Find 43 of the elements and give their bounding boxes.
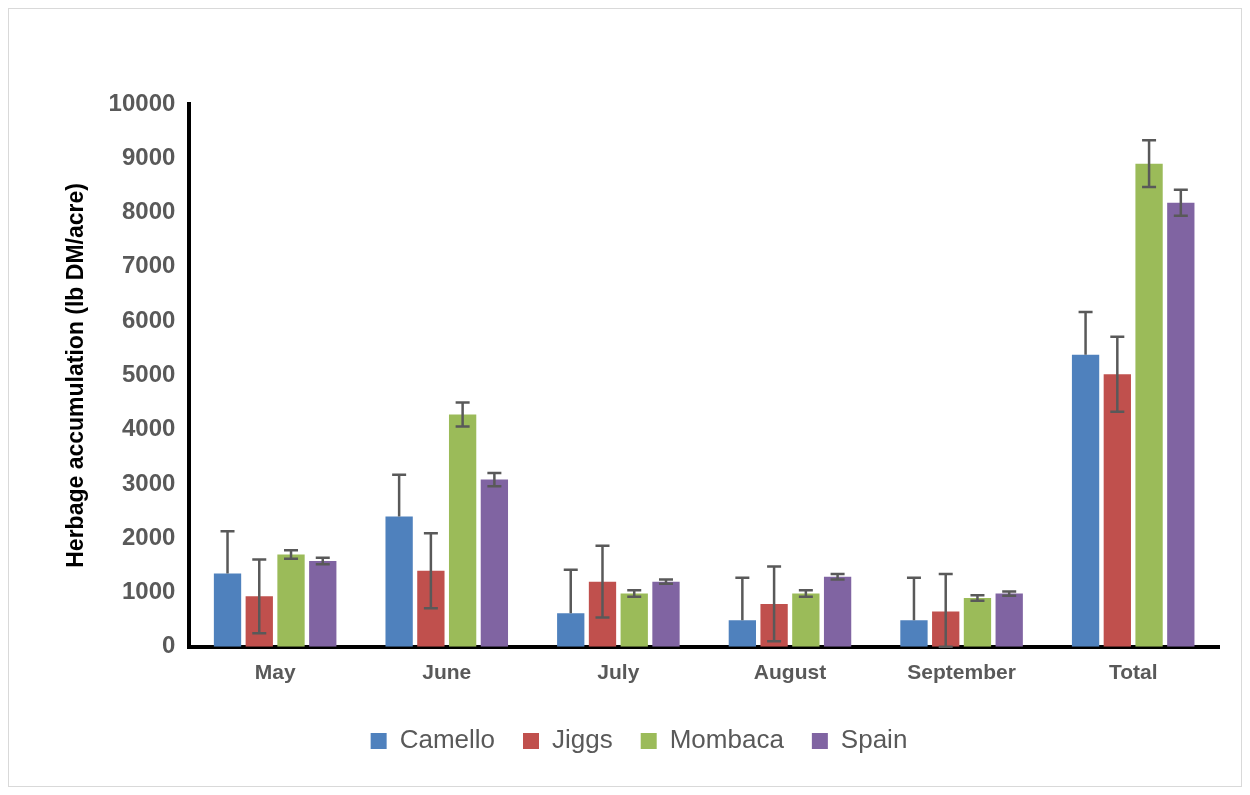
bar bbox=[900, 620, 928, 647]
bar bbox=[1135, 163, 1163, 647]
legend-label: Camello bbox=[399, 724, 496, 755]
bar bbox=[385, 516, 413, 647]
bar bbox=[417, 570, 445, 647]
y-tick-label: 7000 bbox=[121, 251, 176, 279]
y-tick-label: 4000 bbox=[121, 414, 176, 442]
bar bbox=[1071, 354, 1100, 647]
y-tick-label: 3000 bbox=[121, 468, 176, 496]
bar bbox=[309, 561, 337, 647]
bar bbox=[728, 620, 756, 647]
bar bbox=[963, 597, 992, 647]
y-tick-label: 2000 bbox=[121, 522, 176, 550]
legend-label: Jiggs bbox=[552, 724, 613, 755]
bar bbox=[480, 479, 509, 647]
y-tick-label: 1000 bbox=[121, 577, 176, 605]
bar bbox=[448, 414, 477, 647]
bar bbox=[792, 593, 820, 647]
y-tick-label: 8000 bbox=[121, 197, 176, 225]
y-axis-title: Herbage accumulation (lb DM/acre) bbox=[62, 183, 89, 568]
y-tick-label: 0 bbox=[161, 631, 176, 659]
legend-label: Spain bbox=[840, 724, 908, 755]
x-tick-label: July bbox=[597, 660, 640, 684]
x-tick-label: June bbox=[422, 660, 472, 684]
y-tick-label: 9000 bbox=[121, 142, 176, 170]
bar bbox=[1167, 202, 1195, 647]
x-tick-label: August bbox=[753, 660, 827, 684]
bar bbox=[823, 576, 852, 647]
bar bbox=[1103, 374, 1131, 647]
x-tick-label: September bbox=[907, 660, 1016, 684]
y-tick-label: 5000 bbox=[121, 360, 176, 388]
bar bbox=[213, 573, 242, 647]
bar bbox=[652, 581, 680, 647]
bar bbox=[557, 613, 585, 647]
legend-label: Mombaca bbox=[669, 724, 785, 755]
bar bbox=[760, 603, 788, 647]
x-tick-label: Total bbox=[1108, 660, 1158, 684]
bar bbox=[620, 593, 648, 647]
bar bbox=[995, 593, 1023, 647]
x-tick-label: May bbox=[254, 660, 296, 684]
y-tick-label: 10000 bbox=[108, 88, 176, 116]
bar bbox=[277, 554, 305, 647]
y-tick-label: 6000 bbox=[121, 305, 176, 333]
